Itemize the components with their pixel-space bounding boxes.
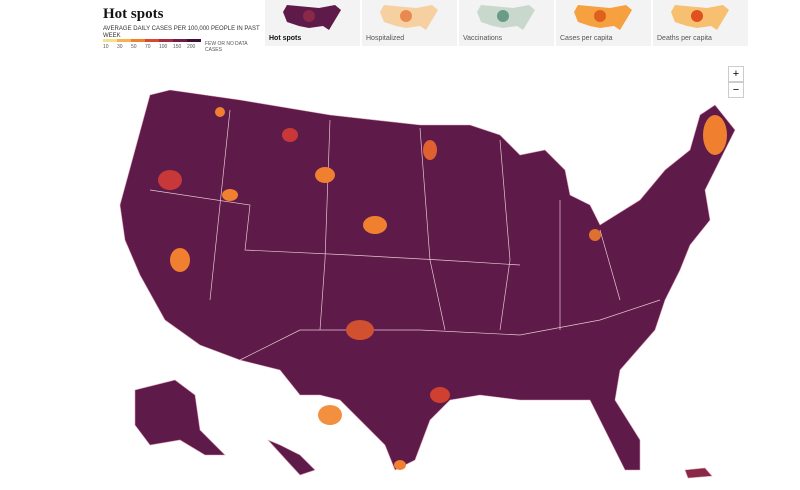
thumbnail-spot xyxy=(691,10,703,22)
thumbnail-spot xyxy=(400,10,412,22)
state-borders xyxy=(149,109,661,361)
tab-label: Vaccinations xyxy=(463,35,503,42)
tab-thumbnail xyxy=(380,5,438,30)
legend-tick: 150 xyxy=(173,44,182,50)
map-shapes xyxy=(119,89,736,479)
tab-thumbnail xyxy=(477,5,535,30)
legend-ramp xyxy=(103,39,201,42)
tab[interactable]: Cases per capita xyxy=(556,0,651,46)
legend-tick: 30 xyxy=(117,44,123,50)
zoom-out[interactable]: − xyxy=(728,82,744,98)
thumbnail-spot xyxy=(497,10,509,22)
zoom-in[interactable]: + xyxy=(728,66,744,82)
legend-no-data: DATA xyxy=(235,41,248,47)
tab-thumbnail xyxy=(283,5,341,30)
tab[interactable]: Hospitalized xyxy=(362,0,457,46)
legend-tick: 200 xyxy=(187,44,196,50)
tab[interactable]: Hot spots xyxy=(265,0,360,46)
legend-tick: 70 xyxy=(145,44,151,50)
tab-thumbnail xyxy=(671,5,729,30)
tab-label: Cases per capita xyxy=(560,35,613,42)
legend-label: AVERAGE DAILY CASES PER 100,000 PEOPLE I… xyxy=(103,26,260,39)
legend-few: FEW OR NO CASES xyxy=(205,41,234,53)
tab-label: Hot spots xyxy=(269,35,302,42)
tab[interactable]: Vaccinations xyxy=(459,0,554,46)
tab-label: Deaths per capita xyxy=(657,35,712,42)
tabs: Hot spots Hospitalized Vaccinations Cases p… xyxy=(265,0,750,46)
legend-tick: 100 xyxy=(159,44,168,50)
title: Hot spots xyxy=(103,6,164,22)
hot-spots xyxy=(158,107,727,470)
tab-label: Hospitalized xyxy=(366,35,405,42)
tab-thumbnail xyxy=(574,5,632,30)
thumbnail-spot xyxy=(303,10,315,22)
tab[interactable]: Deaths per capita xyxy=(653,0,748,46)
thumbnail-spot xyxy=(594,10,606,22)
legend-tick: 50 xyxy=(131,44,137,50)
legend-tick: 10 xyxy=(103,44,109,50)
